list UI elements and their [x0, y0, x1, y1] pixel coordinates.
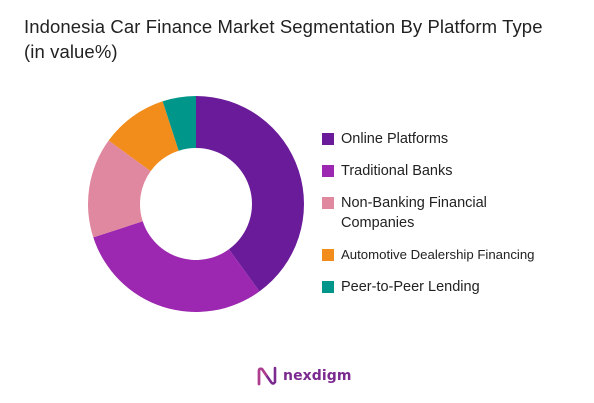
legend-item-traditional-banks: Traditional Banks	[322, 161, 590, 181]
legend-swatch	[322, 281, 334, 293]
legend-swatch	[322, 165, 334, 177]
brand-footer: nexdigm	[256, 364, 352, 388]
legend-label: Automotive Dealership Financing	[341, 247, 535, 262]
chart-title: Indonesia Car Finance Market Segmentatio…	[24, 14, 584, 64]
legend-label: Traditional Banks	[341, 163, 453, 179]
legend-swatch	[322, 133, 334, 145]
legend-swatch	[322, 249, 334, 261]
legend-item-automotive-dealership-financing: Automotive Dealership Financing	[322, 245, 590, 265]
chart-legend: Online Platforms Traditional Banks Non-B…	[322, 129, 590, 309]
legend-label: Online Platforms	[341, 131, 449, 147]
legend-label: Peer-to-Peer Lending	[341, 279, 480, 295]
donut-slice-traditional-banks	[93, 221, 260, 312]
donut-slice-online-platforms	[196, 96, 304, 292]
legend-item-non-banking-financial-companies: Non-Banking Financial Companies	[322, 193, 517, 233]
legend-item-peer-to-peer-lending: Peer-to-Peer Lending	[322, 277, 590, 297]
donut-chart	[88, 96, 304, 312]
chart-title-line-1: Indonesia Car Finance Market Segmentatio…	[24, 16, 543, 37]
chart-title-line-2: (in value%)	[24, 41, 118, 62]
donut-slice-peer-to-peer-lending	[162, 96, 196, 151]
legend-label: Non-Banking Financial Companies	[341, 195, 487, 231]
nexdigm-n-logo-icon	[257, 366, 277, 386]
legend-item-online-platforms: Online Platforms	[322, 129, 590, 149]
legend-swatch	[322, 197, 334, 209]
brand-name: nexdigm	[283, 368, 352, 384]
donut-slice-automotive-dealership-financing	[108, 101, 179, 172]
donut-slice-non-banking-financial-companies	[88, 140, 151, 238]
